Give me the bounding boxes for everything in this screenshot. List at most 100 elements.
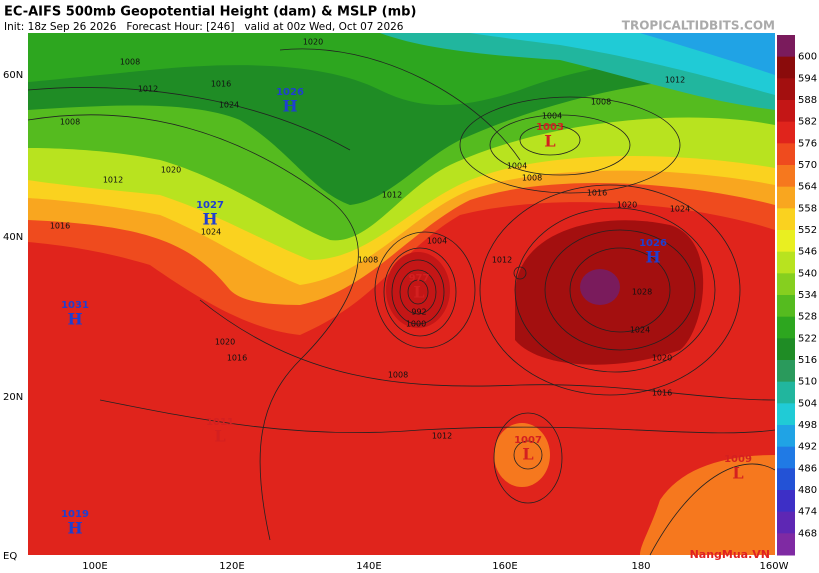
band xyxy=(580,269,620,305)
center-letter: L xyxy=(544,132,555,151)
watermark: NangMua.VN xyxy=(690,548,770,561)
colorbar-swatch xyxy=(777,511,795,534)
colorbar-swatch xyxy=(777,143,795,166)
colorbar-swatch xyxy=(777,316,795,339)
isobar-label: 1016 xyxy=(50,222,70,231)
colorbar-swatch xyxy=(777,273,795,296)
center-value: 1011 xyxy=(206,417,234,428)
center-value: 1026 xyxy=(276,87,304,98)
colorbar-swatch xyxy=(777,186,795,209)
colorbar-swatch xyxy=(777,208,795,231)
colorbar-swatch xyxy=(777,35,795,58)
colorbar-label: 570 xyxy=(798,160,817,171)
colorbar-swatch xyxy=(777,121,795,144)
colorbar-swatch xyxy=(777,165,795,188)
isobar-label: 1008 xyxy=(388,371,408,380)
center-value: 1026 xyxy=(639,238,667,249)
center-value: 1027 xyxy=(196,200,224,211)
isobar-label: 1024 xyxy=(670,205,690,214)
colorbar-swatch xyxy=(777,468,795,491)
colorbar-label: 474 xyxy=(798,507,817,518)
lon-label: 120E xyxy=(219,561,244,572)
lat-label: 60N xyxy=(3,70,23,81)
isobar-label: 1008 xyxy=(358,256,378,265)
colorbar-swatch xyxy=(777,360,795,383)
center-letter: L xyxy=(214,427,225,446)
band xyxy=(640,455,775,555)
isobar-label: 1020 xyxy=(617,201,637,210)
colorbar-label: 498 xyxy=(798,420,817,431)
center-value: 1019 xyxy=(61,509,89,520)
colorbar-label: 582 xyxy=(798,117,817,128)
lat-label: 40N xyxy=(3,232,23,243)
isobar-label: 1028 xyxy=(632,288,652,297)
isobar-label: 1016 xyxy=(227,354,247,363)
colorbar-swatch xyxy=(777,251,795,274)
isobar-label: 1004 xyxy=(507,162,527,171)
center-letter: H xyxy=(67,310,82,329)
isobar-label: 1016 xyxy=(587,189,607,198)
isobar-label: 1012 xyxy=(432,432,452,441)
colorbar-label: 510 xyxy=(798,377,817,388)
colorbar-label: 528 xyxy=(798,312,817,323)
colorbar-label: 468 xyxy=(798,528,817,539)
colorbar-swatch xyxy=(777,295,795,318)
center-value: 1007 xyxy=(514,435,542,446)
colorbar-label: 534 xyxy=(798,290,817,301)
colorbar-swatch xyxy=(777,78,795,101)
colorbar-swatch xyxy=(777,446,795,469)
colorbar-label: 600 xyxy=(798,52,817,63)
isobar-label: 1012 xyxy=(382,191,402,200)
center-letter: L xyxy=(732,464,743,483)
colorbar-label: 516 xyxy=(798,355,817,366)
band xyxy=(386,252,450,328)
isobar-label: 1004 xyxy=(542,112,562,121)
colorbar-swatch xyxy=(777,381,795,404)
isobars xyxy=(27,48,776,556)
colorbar-label: 480 xyxy=(798,485,817,496)
center-letter: H xyxy=(645,248,660,267)
center-value: 1003 xyxy=(536,122,564,133)
colorbar-label: 594 xyxy=(798,73,817,84)
isobar-label: 1020 xyxy=(652,354,672,363)
colorbar-label: 522 xyxy=(798,333,817,344)
isobar-label: 1016 xyxy=(211,80,231,89)
colorbar-label: 540 xyxy=(798,268,817,279)
colorbar-label: 588 xyxy=(798,95,817,106)
lon-label: 100E xyxy=(82,561,107,572)
isobar-label: 1024 xyxy=(630,326,650,335)
colorbar-swatch xyxy=(777,403,795,426)
isobar-label: 1024 xyxy=(219,101,239,110)
lat-label: 20N xyxy=(3,392,23,403)
colorbar-label: 546 xyxy=(798,247,817,258)
isobar-label: 1024 xyxy=(201,228,221,237)
center-letter: L xyxy=(522,445,533,464)
colorbar-label: 552 xyxy=(798,225,817,236)
isobar-label: 1008 xyxy=(60,118,80,127)
lat-label: EQ xyxy=(3,551,17,562)
colorbar-swatch xyxy=(777,338,795,361)
band xyxy=(494,423,550,487)
title: EC-AIFS 500mb Geopotential Height (dam) … xyxy=(4,5,416,20)
map xyxy=(27,33,776,556)
colorbar-label: 492 xyxy=(798,442,817,453)
colorbar-swatch xyxy=(777,490,795,513)
lon-label: 160W xyxy=(760,561,789,572)
isobar-label: 1012 xyxy=(665,76,685,85)
colorbar: 600 594 588 582 576 570 564 558 552 546 540 534 528 5… xyxy=(777,35,817,556)
lon-label: 140E xyxy=(356,561,381,572)
isobar-label: 1008 xyxy=(120,58,140,67)
subtitle: Init: 18z Sep 26 2026 Forecast Hour: [24… xyxy=(4,21,404,33)
isobar-label: 1004 xyxy=(427,237,447,246)
isobar-label: 1020 xyxy=(215,338,235,347)
colorbar-swatch xyxy=(777,230,795,253)
colorbar-swatch xyxy=(777,100,795,123)
center-letter: H xyxy=(67,519,82,538)
lon-label: 160E xyxy=(492,561,517,572)
center-letter: H xyxy=(282,97,297,116)
colorbar-label: 564 xyxy=(798,182,817,193)
isobar-label: 1000 xyxy=(406,320,426,329)
colorbar-label: 576 xyxy=(798,138,817,149)
isobar-label: 1020 xyxy=(161,166,181,175)
